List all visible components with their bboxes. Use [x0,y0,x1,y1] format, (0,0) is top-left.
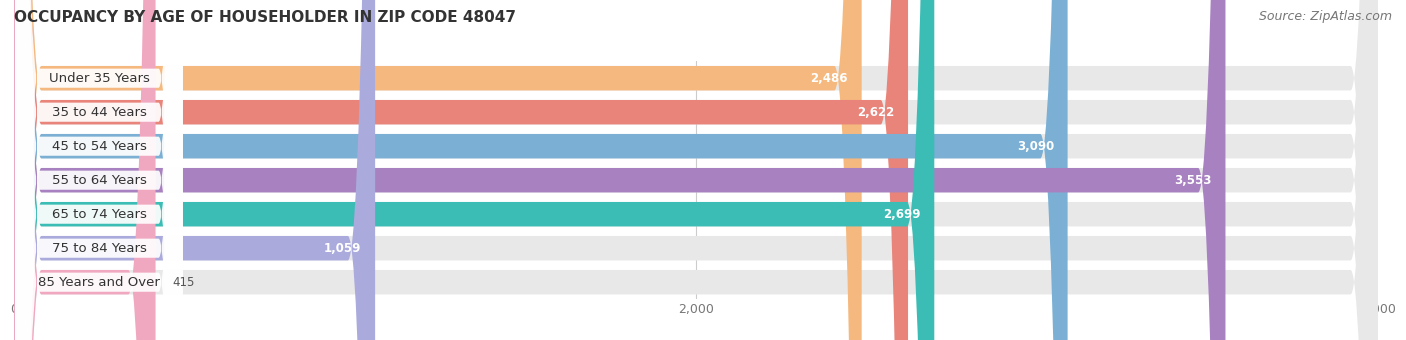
FancyBboxPatch shape [15,0,183,340]
Text: 2,622: 2,622 [858,106,894,119]
FancyBboxPatch shape [14,0,1378,340]
Text: 45 to 54 Years: 45 to 54 Years [52,140,146,153]
FancyBboxPatch shape [15,0,183,340]
Text: 1,059: 1,059 [325,242,361,255]
FancyBboxPatch shape [14,0,1378,340]
FancyBboxPatch shape [14,0,935,340]
Text: 2,699: 2,699 [883,208,921,221]
Text: OCCUPANCY BY AGE OF HOUSEHOLDER IN ZIP CODE 48047: OCCUPANCY BY AGE OF HOUSEHOLDER IN ZIP C… [14,10,516,25]
Text: Under 35 Years: Under 35 Years [49,72,149,85]
Text: 55 to 64 Years: 55 to 64 Years [52,174,146,187]
FancyBboxPatch shape [14,0,156,340]
FancyBboxPatch shape [15,0,183,340]
FancyBboxPatch shape [15,0,183,340]
Text: 75 to 84 Years: 75 to 84 Years [52,242,146,255]
Text: Source: ZipAtlas.com: Source: ZipAtlas.com [1258,10,1392,23]
FancyBboxPatch shape [14,0,1378,340]
FancyBboxPatch shape [14,0,1378,340]
Text: 65 to 74 Years: 65 to 74 Years [52,208,146,221]
Text: 2,486: 2,486 [810,72,848,85]
Text: 3,553: 3,553 [1174,174,1212,187]
FancyBboxPatch shape [14,0,1378,340]
Text: 85 Years and Over: 85 Years and Over [38,276,160,289]
FancyBboxPatch shape [14,0,375,340]
FancyBboxPatch shape [14,0,908,340]
FancyBboxPatch shape [14,0,1378,340]
FancyBboxPatch shape [15,0,183,340]
FancyBboxPatch shape [15,0,183,340]
FancyBboxPatch shape [14,0,1067,340]
Text: 415: 415 [173,276,195,289]
FancyBboxPatch shape [15,0,183,340]
Text: 3,090: 3,090 [1017,140,1054,153]
FancyBboxPatch shape [14,0,862,340]
FancyBboxPatch shape [14,0,1226,340]
Text: 35 to 44 Years: 35 to 44 Years [52,106,146,119]
FancyBboxPatch shape [14,0,1378,340]
